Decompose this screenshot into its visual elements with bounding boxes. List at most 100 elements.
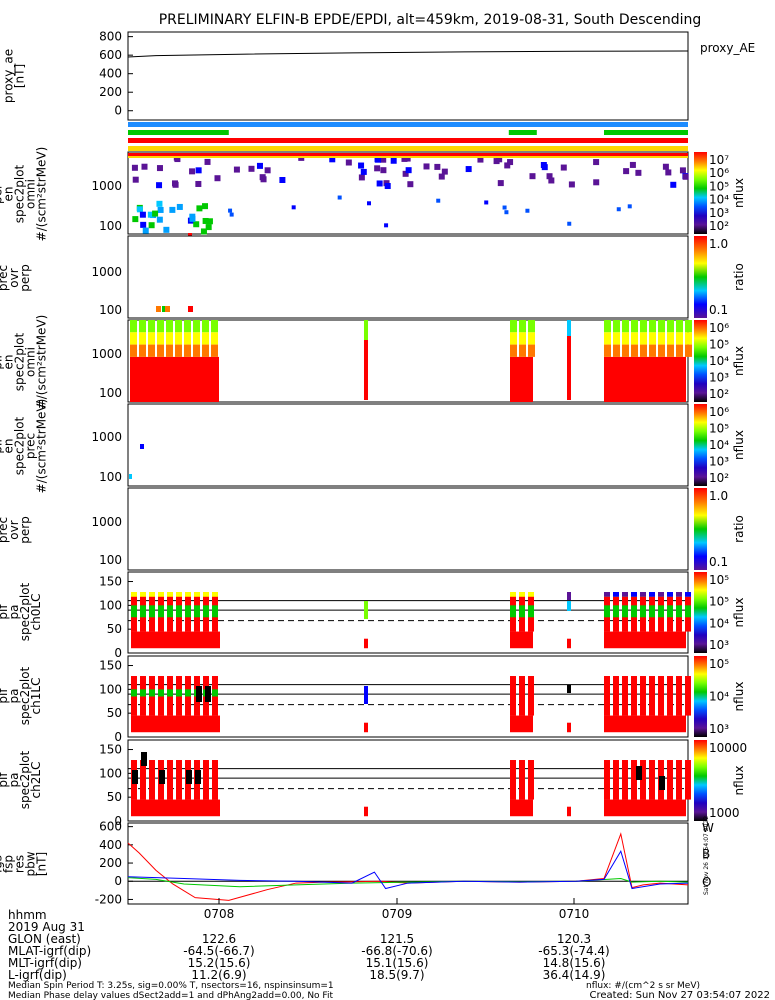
colorbar xyxy=(694,236,707,318)
pa-cell xyxy=(167,689,173,697)
pa-cell xyxy=(131,605,137,618)
omni-stripe xyxy=(184,344,191,357)
colorbar-tick: 10⁶ xyxy=(709,166,729,180)
omni-stripe xyxy=(157,332,164,345)
pa-cell xyxy=(567,806,571,817)
spectro-cell xyxy=(136,206,143,213)
spectro-cell xyxy=(193,221,200,228)
omni-stripe xyxy=(175,332,182,345)
pa-cell xyxy=(196,686,202,702)
pa-cell xyxy=(131,592,137,597)
ratio-cell xyxy=(162,306,167,312)
spectro-cell xyxy=(434,163,441,170)
omni-stripe xyxy=(658,332,665,345)
y-axis-label: ch0LC xyxy=(29,594,43,631)
spectro-cell xyxy=(546,173,553,180)
colorbar-label: nflux xyxy=(732,682,746,712)
y-axis-label: pif xyxy=(0,772,10,788)
spectro-cell xyxy=(374,165,381,172)
pa-cell xyxy=(604,715,686,733)
pa-cell xyxy=(140,592,146,597)
pa-cell xyxy=(510,799,533,817)
pa-cell xyxy=(649,605,655,618)
ephemeris-row-label: GLON (east) xyxy=(8,932,81,946)
spectro-cell xyxy=(264,167,271,174)
status-bar-green xyxy=(128,130,229,135)
colorbar-tick: 10⁷ xyxy=(709,153,729,167)
ephemeris-row-label: L-igrf(dip) xyxy=(8,968,67,982)
colorbar-label: nflux xyxy=(732,766,746,796)
y-tick-label: 150 xyxy=(99,743,122,757)
omni-block xyxy=(364,320,368,400)
omni-stripe xyxy=(528,344,535,357)
pa-cell xyxy=(667,605,673,618)
y-axis-label: spec2plot xyxy=(13,164,27,223)
y-axis-label: en xyxy=(2,439,16,454)
colorbar-tick: 10⁵ xyxy=(709,338,729,352)
proxy-ae-panel xyxy=(127,31,689,121)
ephemeris-value: 11.2(6.9) xyxy=(191,968,246,982)
omni-stripe xyxy=(139,320,146,333)
y-axis-label: perp xyxy=(18,516,32,544)
y-tick-label: 1000 xyxy=(91,515,122,529)
spectro-cell xyxy=(141,163,148,170)
y-tick-label: 150 xyxy=(99,575,122,589)
omni-stripe xyxy=(667,332,674,345)
y-tick-label: 0 xyxy=(114,874,122,888)
pa-cell xyxy=(149,592,155,597)
pa-cell xyxy=(528,760,534,800)
pa-cell xyxy=(194,605,200,618)
status-bar-yellow xyxy=(128,146,688,151)
fgs-line-O xyxy=(127,849,689,890)
ephemeris-value: 18.5(9.7) xyxy=(369,968,424,982)
plot-title: PRELIMINARY ELFIN-B EPDE/EPDI, alt=459km… xyxy=(159,12,702,28)
spectro-cell xyxy=(176,203,183,210)
x-tick-label: 0709 xyxy=(382,907,413,921)
spectro-cell xyxy=(147,211,154,218)
x-tick-label: 0710 xyxy=(559,907,590,921)
spectro-cell xyxy=(493,158,500,165)
y-tick-label: 0 xyxy=(114,814,122,828)
spectro-cell xyxy=(374,156,381,163)
y-tick-label: 400 xyxy=(99,67,122,81)
ephemeris-row-label: hhmm xyxy=(8,908,47,922)
pa-cell xyxy=(567,685,571,693)
spectro-cell xyxy=(140,221,147,228)
spectro-cell xyxy=(189,168,196,175)
pa-cell xyxy=(658,592,664,597)
pa-cell xyxy=(194,592,200,597)
spectro-cell xyxy=(206,218,213,225)
fgs-line-W xyxy=(127,832,689,901)
spectro-cell xyxy=(279,176,286,183)
ephemeris-row-label: MLAT-igrf(dip) xyxy=(8,944,91,958)
spectro-cell xyxy=(156,165,163,172)
pa-cell xyxy=(167,605,173,618)
omni-stripe xyxy=(649,344,656,357)
omni-stripe xyxy=(130,320,137,333)
pa-cell xyxy=(567,601,571,611)
omni-stripe xyxy=(148,320,155,333)
pa-cell xyxy=(212,592,218,597)
y-axis-label: fgs xyxy=(0,855,5,873)
pa-cell xyxy=(149,689,155,697)
pa-cell xyxy=(131,689,137,697)
y-axis-label: en xyxy=(2,355,16,370)
pa-cell xyxy=(649,760,655,800)
pa-cell xyxy=(167,592,173,597)
omni-stripe xyxy=(193,344,200,357)
y-tick-label: 600 xyxy=(99,820,122,834)
omni-stripe xyxy=(640,332,647,345)
spectro-cell xyxy=(593,159,600,166)
y-axis-label: spec2plot xyxy=(18,582,32,641)
created-stamp: Created: Sun Nov 27 03:54:07 2022 xyxy=(590,990,770,1000)
spectro-cell xyxy=(188,233,192,236)
omni-block xyxy=(567,320,571,400)
pa-cell xyxy=(203,760,209,800)
side-stamp: Sat Nov 26 19:54:07 2022 xyxy=(703,816,710,895)
pa-cell xyxy=(613,676,619,716)
pa-cell xyxy=(131,799,220,817)
y-axis-label: ch1LC xyxy=(29,678,43,715)
pa-cell xyxy=(604,799,686,817)
y-tick-label: 50 xyxy=(107,622,122,636)
y-axis-label: pbw xyxy=(24,851,38,876)
